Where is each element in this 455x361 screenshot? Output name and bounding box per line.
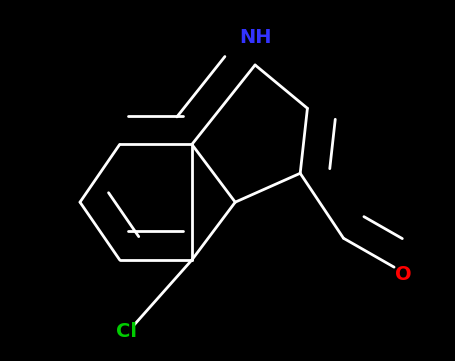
Text: Cl: Cl — [116, 322, 137, 341]
Text: O: O — [394, 265, 410, 284]
Text: NH: NH — [238, 28, 271, 47]
